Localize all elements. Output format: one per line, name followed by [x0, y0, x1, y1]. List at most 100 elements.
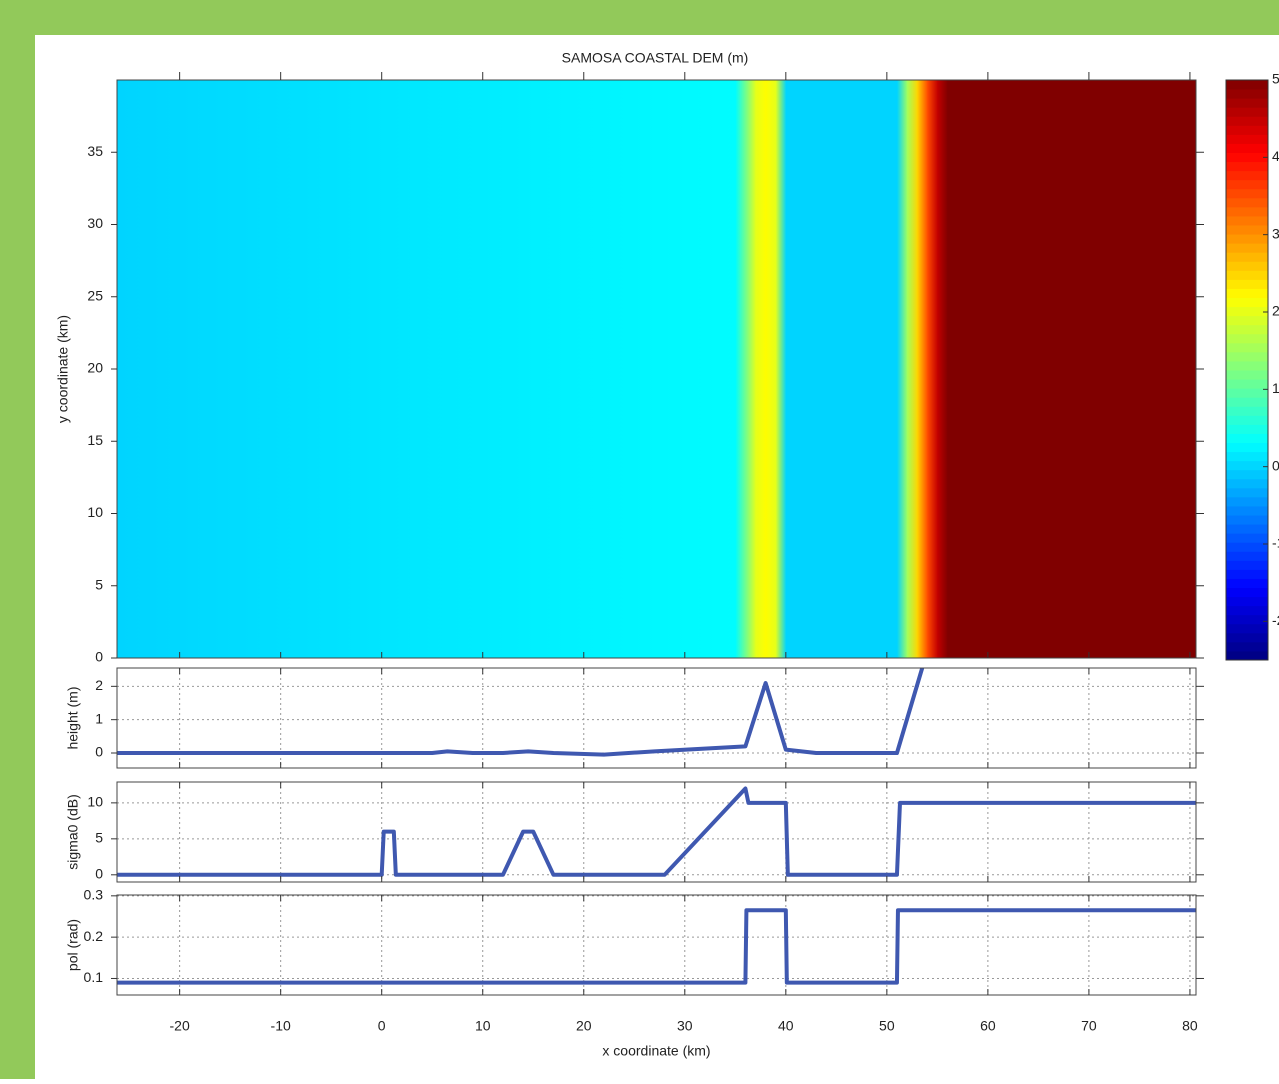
plot-frame [116, 781, 1197, 883]
x-tick-label: 60 [980, 1018, 996, 1034]
colorbar-band [1226, 415, 1268, 425]
heat-strip [907, 80, 918, 658]
colorbar-band [1226, 524, 1268, 534]
colorbar-tick-label: 5 [1272, 71, 1279, 87]
colorbar-band [1226, 107, 1268, 117]
colorbar-band [1226, 89, 1268, 99]
y-tick-label: 0.2 [84, 928, 104, 944]
x-tick-label: 10 [475, 1018, 491, 1034]
colorbar-band [1226, 515, 1268, 525]
colorbar-band [1226, 170, 1268, 181]
colorbar-band [1226, 587, 1268, 598]
heat-strip [755, 80, 767, 658]
x-tick-label: 30 [677, 1018, 693, 1034]
plot-frame [116, 667, 1197, 769]
colorbar-band [1226, 161, 1268, 172]
colorbar-band [1226, 206, 1268, 217]
y-tick-label: 15 [87, 432, 103, 448]
y-tick-label: 25 [87, 287, 103, 303]
y-tick-label: 10 [87, 504, 103, 520]
colorbar-band [1226, 324, 1268, 335]
colorbar-band [1226, 306, 1268, 317]
heat-strip [917, 80, 928, 658]
heat-strip [927, 80, 938, 658]
y-axis-label: sigma0 (dB) [65, 794, 81, 869]
y-tick-label: 10 [87, 794, 103, 810]
colorbar-band [1226, 460, 1268, 471]
colorbar-band [1226, 125, 1268, 135]
colorbar-band [1226, 261, 1268, 271]
y-tick-label: 1 [95, 710, 103, 726]
colorbar-band [1226, 252, 1268, 262]
line [117, 908, 1196, 985]
colorbar-band [1226, 80, 1268, 90]
colorbar-band [1226, 297, 1268, 308]
colorbar-band [1226, 614, 1268, 625]
colorbar-band [1226, 215, 1268, 226]
colorbar-band [1226, 596, 1268, 607]
heat-strip [117, 80, 736, 658]
colorbar-tick-label: 1 [1272, 380, 1279, 396]
heat-strip [785, 80, 898, 658]
colorbar-band [1226, 496, 1268, 507]
colorbar-band [1226, 234, 1268, 244]
colorbar-band [1226, 542, 1268, 552]
plot-frame [116, 894, 1197, 996]
colorbar-band [1226, 469, 1268, 480]
colorbar-band [1226, 533, 1268, 543]
colorbar-tick-label: -1 [1272, 535, 1279, 551]
colorbar-band [1226, 569, 1268, 579]
x-axis-label: x coordinate (km) [602, 1043, 710, 1059]
colorbar-band [1226, 451, 1268, 462]
colorbar-band [1226, 270, 1268, 280]
line [117, 786, 1196, 877]
colorbar-band [1226, 424, 1268, 434]
heat-strip [775, 80, 787, 658]
heat-strip [765, 80, 777, 658]
colorbar-band [1226, 360, 1268, 371]
y-axis-label: height (m) [65, 686, 81, 749]
x-tick-label: 70 [1081, 1018, 1097, 1034]
colorbar-band [1226, 505, 1268, 516]
colorbar-band [1226, 179, 1268, 190]
colorbar-band [1226, 578, 1268, 588]
y-tick-label: 30 [87, 215, 103, 231]
colorbar-band [1226, 442, 1268, 453]
colorbar-band [1226, 188, 1268, 199]
heat-strip [896, 80, 908, 658]
y-tick-label: 0 [95, 649, 103, 665]
y-tick-label: 5 [95, 830, 103, 846]
y-axis-label: pol (rad) [65, 919, 81, 971]
colorbar-band [1226, 225, 1268, 235]
colorbar-band [1226, 243, 1268, 253]
colorbar-band [1226, 134, 1268, 144]
colorbar-band [1226, 605, 1268, 616]
colorbar-tick-label: 3 [1272, 225, 1279, 241]
y-axis-label: y coordinate (km) [55, 315, 71, 423]
x-tick-label: 0 [378, 1018, 386, 1034]
colorbar-tick-label: -2 [1272, 612, 1279, 628]
x-tick-label: -10 [271, 1018, 291, 1034]
colorbar-band [1226, 406, 1268, 416]
colorbar-band [1226, 152, 1268, 163]
x-tick-label: 40 [778, 1018, 794, 1034]
colorbar-band [1226, 487, 1268, 498]
colorbar-band [1226, 116, 1268, 126]
colorbar-band [1226, 370, 1268, 380]
colorbar-band [1226, 388, 1268, 398]
colorbar-tick-label: 4 [1272, 148, 1279, 164]
colorbar-band [1226, 288, 1268, 298]
x-tick-label: 50 [879, 1018, 895, 1034]
colorbar-band [1226, 143, 1268, 153]
colorbar-band [1226, 351, 1268, 362]
colorbar-band [1226, 650, 1268, 661]
y-tick-label: 0.1 [84, 969, 104, 985]
colorbar-band [1226, 478, 1268, 489]
x-tick-label: 20 [576, 1018, 592, 1034]
colorbar-band [1226, 279, 1268, 289]
y-tick-label: 35 [87, 143, 103, 159]
heat-strip [735, 80, 757, 658]
y-tick-label: 0.3 [84, 887, 104, 903]
heat-strip [937, 80, 948, 658]
